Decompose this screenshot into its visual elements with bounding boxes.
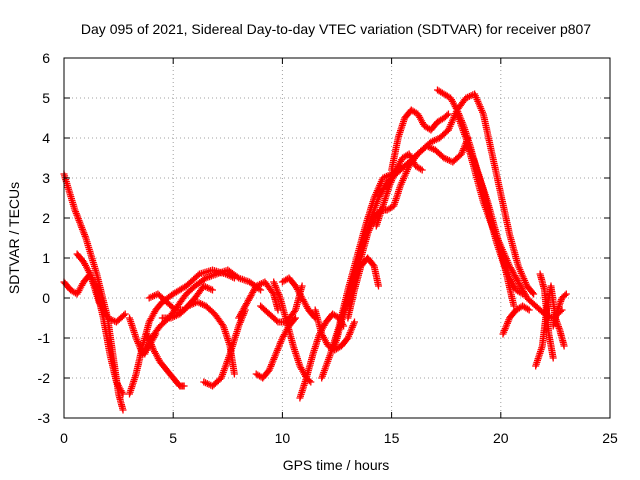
data-point — [120, 311, 128, 319]
data-point — [530, 290, 538, 298]
data-point — [444, 110, 452, 118]
y-tick-label: 6 — [42, 50, 50, 66]
series-track — [200, 306, 249, 390]
data-point — [549, 354, 557, 362]
data-point — [529, 289, 536, 297]
series-track — [536, 270, 557, 362]
data-point — [351, 318, 358, 326]
series-track — [126, 266, 238, 398]
data-point — [443, 111, 451, 119]
y-tick-label: -1 — [38, 330, 51, 346]
data-point — [562, 290, 570, 298]
y-tick-label: -2 — [38, 370, 51, 386]
y-tick-label: 4 — [42, 130, 50, 146]
y-axis-label: SDTVAR / TECUs — [6, 182, 22, 294]
data-point — [560, 342, 568, 350]
series-track — [464, 142, 518, 310]
data-point — [274, 306, 282, 314]
series-track — [344, 254, 382, 322]
x-tick-label: 5 — [169, 430, 177, 446]
y-tick-label: 3 — [42, 170, 50, 186]
x-tick-label: 20 — [493, 430, 509, 446]
series-track — [143, 330, 188, 390]
series-track — [344, 134, 472, 310]
data-point — [119, 390, 127, 398]
data-series — [60, 86, 570, 414]
y-tick-label: 0 — [42, 290, 50, 306]
data-point — [209, 286, 216, 294]
data-point — [375, 282, 382, 290]
data-point — [561, 291, 569, 299]
data-point — [418, 166, 426, 174]
grid-lines — [64, 58, 610, 418]
y-tick-label: 1 — [42, 250, 50, 266]
data-point — [230, 370, 238, 378]
series-track — [444, 90, 538, 298]
series-track — [73, 250, 127, 398]
data-point — [273, 317, 281, 325]
series-track — [235, 278, 282, 322]
series-track — [549, 290, 570, 330]
x-tick-label: 25 — [602, 430, 618, 446]
x-axis-label: GPS time / hours — [283, 457, 390, 473]
chart-title: Day 095 of 2021, Sidereal Day-to-day VTE… — [81, 21, 591, 37]
x-tick-label: 0 — [60, 430, 68, 446]
data-point — [170, 305, 178, 313]
data-point — [298, 282, 306, 290]
data-point — [525, 306, 533, 314]
data-point — [524, 305, 532, 313]
series-track — [372, 150, 426, 230]
data-point — [257, 286, 265, 294]
series-track — [252, 314, 299, 382]
x-tick-label: 10 — [275, 430, 291, 446]
x-tick-label: 15 — [384, 430, 400, 446]
series-track — [388, 106, 452, 174]
data-point — [121, 310, 129, 318]
data-point — [180, 382, 188, 390]
data-point — [290, 308, 298, 315]
y-tick-label: 2 — [42, 210, 50, 226]
data-point — [510, 302, 518, 310]
plot-frame — [63, 57, 611, 419]
series-track — [278, 274, 319, 322]
series-track — [499, 302, 533, 338]
y-tick-label: -3 — [38, 410, 51, 426]
axes: 0 5 10 15 20 25 -3 -2 -1 0 1 2 3 4 5 6 — [38, 50, 618, 446]
data-point — [119, 406, 127, 414]
data-point — [369, 261, 377, 269]
y-tick-label: 5 — [42, 90, 50, 106]
